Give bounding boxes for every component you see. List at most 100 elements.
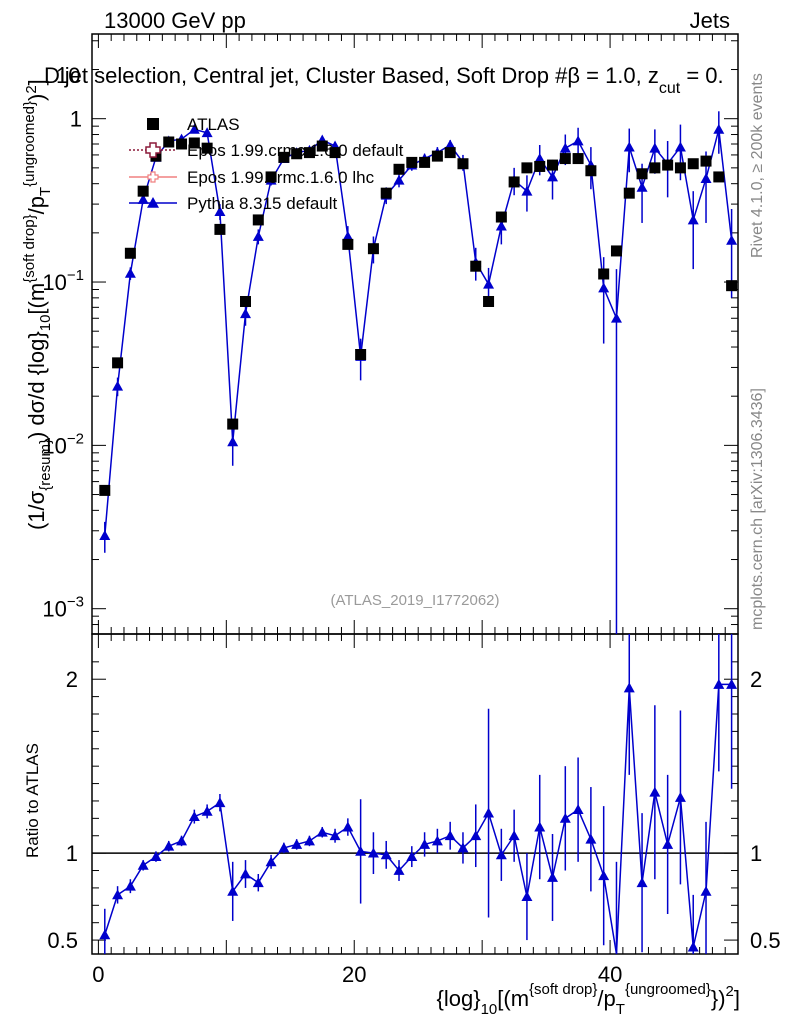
ratio-y-tick-label: 0.5 — [47, 928, 78, 953]
atlas-point — [99, 484, 111, 496]
atlas-point — [355, 348, 367, 360]
atlas-point — [662, 159, 674, 171]
atlas-point — [367, 243, 379, 255]
pythia-point — [649, 142, 661, 153]
x-tick-label: 40 — [598, 962, 622, 987]
atlas-point — [265, 171, 277, 183]
ratio-point — [700, 885, 712, 896]
atlas-point — [713, 171, 725, 183]
ratio-point — [547, 871, 559, 882]
ratio-y-tick-label: 1 — [66, 841, 78, 866]
atlas-point — [559, 153, 571, 165]
ratio-point — [521, 891, 533, 902]
atlas-point — [431, 150, 443, 162]
atlas-point — [649, 162, 661, 174]
title-overlap-char: 10 — [56, 63, 80, 88]
legend-marker-epos-default — [145, 142, 161, 158]
atlas-point — [572, 153, 584, 165]
legend: ATLAS Epos 1.99.crmc.1.6.0 default Epos 1.… — [129, 115, 404, 213]
ratio-panel-frame — [91, 633, 739, 955]
x-tick-label: 0 — [92, 962, 104, 987]
ratio-point — [278, 842, 290, 853]
ratio-point — [303, 835, 315, 846]
legend-marker-pythia — [147, 197, 159, 208]
atlas-point — [547, 159, 559, 171]
ratio-point — [291, 838, 303, 849]
x-tick-label: 20 — [342, 962, 366, 987]
ratio-point — [687, 941, 699, 952]
atlas-point — [252, 214, 264, 226]
atlas-point — [419, 156, 431, 168]
y-tick-label: 1 — [70, 107, 82, 132]
ratio-point — [419, 838, 431, 849]
atlas-point — [495, 211, 507, 223]
atlas-point — [137, 185, 149, 197]
pythia-point — [137, 194, 149, 204]
atlas-point — [380, 187, 392, 199]
atlas-point — [483, 295, 495, 307]
legend-marker-epos-lhc — [147, 171, 159, 183]
ratio-point — [623, 682, 635, 693]
main-y-axis-label: (1/σ{resum}) dσ/d {log}10[(m{soft drop}/… — [21, 79, 54, 530]
pythia-point — [547, 171, 559, 182]
ratio-y-tick-label-right: 2 — [750, 667, 762, 692]
ratio-y-axis-label: Ratio to ATLAS — [23, 743, 42, 858]
pythia-point — [598, 282, 610, 293]
ratio-point — [495, 849, 507, 860]
ratio-point — [457, 842, 469, 853]
ratio-y-tick-label: 2 — [66, 667, 78, 692]
atlas-point — [598, 268, 610, 280]
ratio-point — [329, 830, 341, 841]
ratio-point — [316, 826, 328, 837]
plot-title-sub: cut — [659, 80, 681, 97]
pythia-point — [444, 139, 456, 150]
data-layer — [99, 111, 738, 955]
atlas-point — [329, 147, 341, 159]
atlas-point — [393, 163, 405, 175]
pythia-point — [188, 123, 200, 134]
atlas-point — [227, 418, 239, 430]
ratio-point — [636, 877, 648, 888]
ratio-point — [470, 830, 482, 841]
ratio-point — [572, 804, 584, 815]
pythia-point — [214, 206, 226, 216]
plot-title-tail: = 0. — [680, 63, 723, 88]
pythia-point — [726, 234, 738, 245]
ratio-point — [227, 885, 239, 896]
atlas-point — [636, 168, 648, 180]
ratio-point — [649, 786, 661, 797]
ratio-point — [534, 821, 546, 832]
ratio-point — [342, 821, 354, 832]
atlas-point — [188, 137, 200, 149]
atlas-point — [163, 136, 175, 148]
atlas-point — [610, 245, 622, 257]
x-axis-label: {log}10[(m{soft drop}/pT{ungroomed}})2] — [437, 981, 741, 1018]
pythia-point — [201, 127, 213, 138]
atlas-point — [342, 238, 354, 250]
atlas-point — [623, 187, 635, 199]
pythia-point — [521, 185, 533, 196]
ratio-point — [240, 868, 252, 879]
atlas-point — [585, 165, 597, 177]
pythia-point — [99, 530, 111, 541]
atlas-point — [316, 140, 328, 152]
pythia-point — [483, 278, 495, 289]
ratio-point — [252, 877, 264, 888]
pythia-point — [674, 141, 686, 152]
pythia-point — [700, 173, 712, 183]
pythia-point — [623, 141, 635, 152]
legend-label: Epos 1.99.crmc.1.6.0 lhc — [187, 168, 375, 187]
legend-marker-atlas — [147, 118, 159, 130]
pythia-point — [393, 174, 405, 185]
ratio-point — [367, 847, 379, 858]
pythia-point — [559, 142, 571, 153]
atlas-point — [240, 295, 252, 307]
ratio-point — [124, 880, 136, 891]
atlas-point — [303, 147, 315, 159]
y-tick-label: 10−2 — [42, 430, 84, 458]
ratio-point — [150, 851, 162, 862]
ratio-point — [559, 812, 571, 823]
atlas-point — [457, 158, 469, 170]
y-tick-label: 10−1 — [42, 267, 84, 295]
atlas-point — [508, 176, 520, 188]
